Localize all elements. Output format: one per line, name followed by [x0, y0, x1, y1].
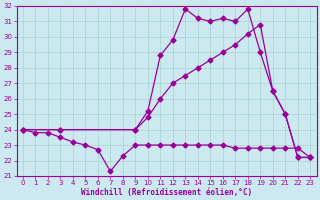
X-axis label: Windchill (Refroidissement éolien,°C): Windchill (Refroidissement éolien,°C): [81, 188, 252, 197]
